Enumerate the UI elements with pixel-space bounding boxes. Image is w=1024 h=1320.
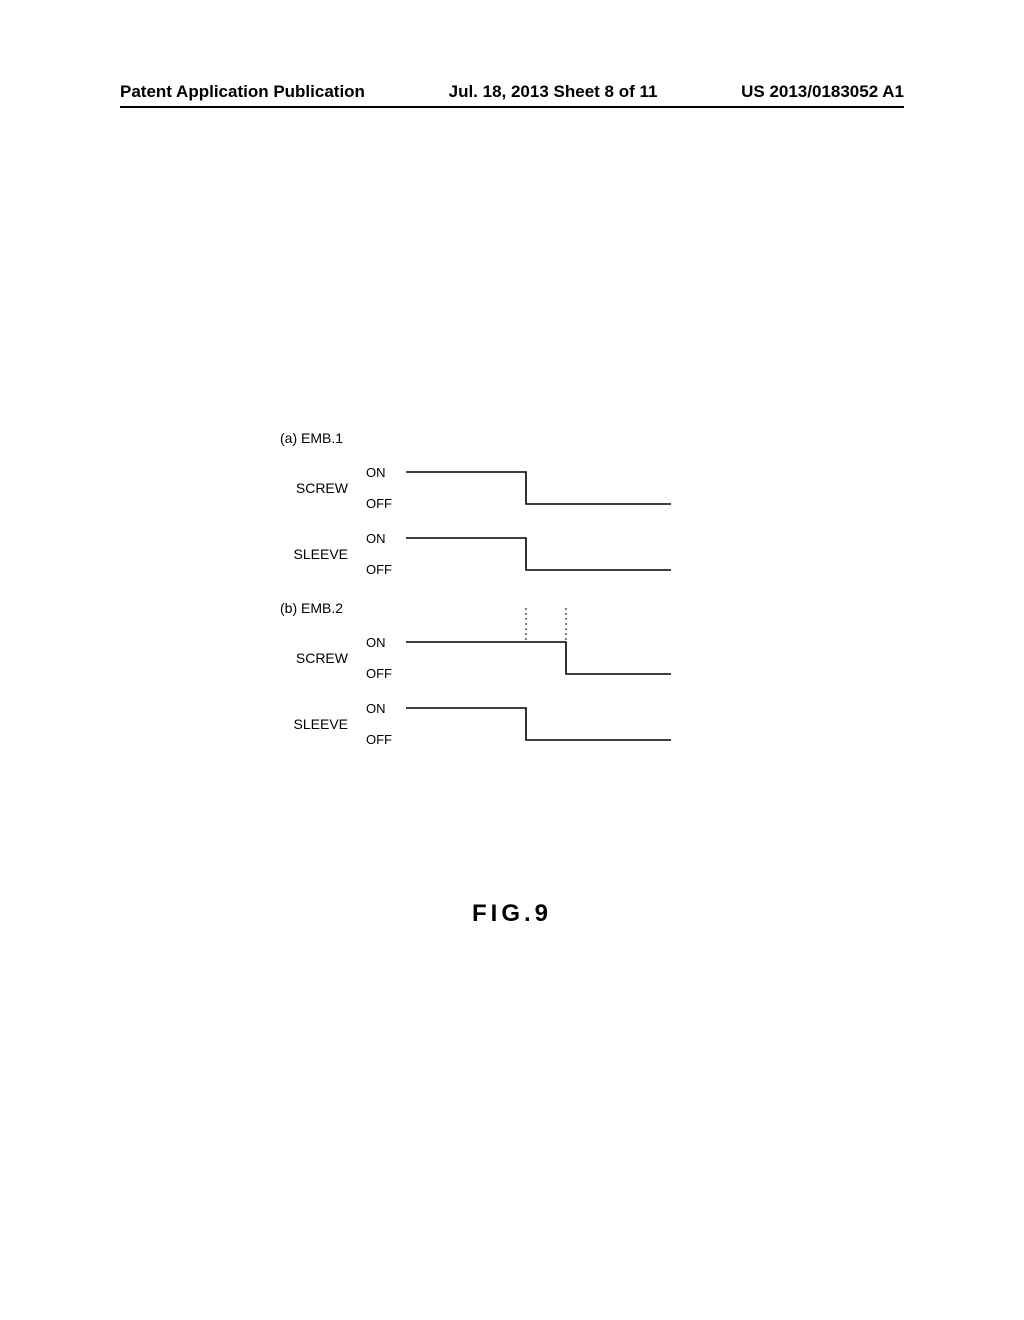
waveform-svg [406,608,671,680]
signal-name: SCREW [280,650,366,666]
level-on: ON [366,636,406,649]
figure-caption: FIG.9 [0,900,1024,928]
level-off: OFF [366,733,406,746]
level-off: OFF [366,497,406,510]
signal-name: SLEEVE [280,716,366,732]
level-labels: ON OFF [366,702,406,746]
level-off: OFF [366,563,406,576]
signal-name: SCREW [280,480,366,496]
header-left: Patent Application Publication [120,82,365,102]
level-off: OFF [366,667,406,680]
waveform-svg [406,532,671,576]
page-header: Patent Application Publication Jul. 18, … [120,82,904,102]
waveform [406,532,740,576]
level-on: ON [366,532,406,545]
waveform-svg [406,466,671,510]
level-labels: ON OFF [366,636,406,680]
waveform [406,636,740,680]
waveform [406,702,740,746]
signal-row-b-sleeve: SLEEVE ON OFF [280,700,740,748]
signal-name: SLEEVE [280,546,366,562]
signal-row-b-screw: SCREW ON OFF [280,634,740,682]
level-labels: ON OFF [366,466,406,510]
header-right: US 2013/0183052 A1 [741,82,904,102]
signal-row-a-sleeve: SLEEVE ON OFF [280,530,740,578]
signal-row-a-screw: SCREW ON OFF [280,464,740,512]
level-on: ON [366,466,406,479]
level-on: ON [366,702,406,715]
waveform [406,466,740,510]
header-center: Jul. 18, 2013 Sheet 8 of 11 [449,82,658,102]
header-rule [120,106,904,108]
figure-content: (a) EMB.1 SCREW ON OFF SLEEVE ON OFF [280,430,740,766]
level-labels: ON OFF [366,532,406,576]
embodiment-a-label: (a) EMB.1 [280,430,740,446]
waveform-svg [406,702,671,746]
